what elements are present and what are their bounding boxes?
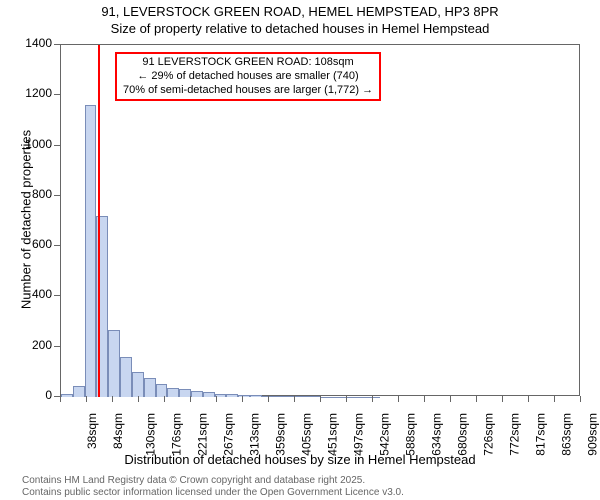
x-tick-mark	[294, 396, 295, 402]
x-tick-mark	[242, 396, 243, 402]
property-size-histogram: 91, LEVERSTOCK GREEN ROAD, HEMEL HEMPSTE…	[0, 0, 600, 500]
x-tick-mark	[164, 396, 165, 402]
histogram-bar	[61, 394, 73, 397]
callout-box: 91 LEVERSTOCK GREEN ROAD: 108sqm← 29% of…	[115, 52, 381, 101]
footer-copyright-2: Contains public sector information licen…	[22, 487, 404, 498]
x-tick-mark	[398, 396, 399, 402]
x-tick-label: 634sqm	[430, 413, 444, 456]
histogram-bar	[156, 384, 168, 397]
callout-line: ← 29% of detached houses are smaller (74…	[123, 70, 373, 84]
x-tick-label: 313sqm	[248, 413, 262, 456]
histogram-bar	[321, 397, 333, 398]
y-tick-mark	[54, 295, 60, 296]
x-tick-mark	[216, 396, 217, 402]
x-tick-mark	[580, 396, 581, 402]
x-tick-mark	[528, 396, 529, 402]
x-tick-mark	[502, 396, 503, 402]
y-tick-label: 1000	[12, 137, 52, 151]
y-tick-label: 400	[12, 287, 52, 301]
y-tick-mark	[54, 195, 60, 196]
x-tick-label: 772sqm	[508, 413, 522, 456]
y-tick-mark	[54, 44, 60, 45]
x-tick-mark	[60, 396, 61, 402]
histogram-bar	[356, 397, 368, 398]
histogram-bar	[144, 378, 156, 397]
x-tick-label: 726sqm	[482, 413, 496, 456]
footer-copyright-1: Contains HM Land Registry data © Crown c…	[22, 475, 365, 486]
x-tick-mark	[424, 396, 425, 402]
x-tick-label: 176sqm	[170, 413, 184, 456]
histogram-bar	[167, 388, 179, 397]
x-tick-mark	[476, 396, 477, 402]
y-tick-label: 1400	[12, 36, 52, 50]
x-tick-mark	[346, 396, 347, 402]
x-tick-mark	[268, 396, 269, 402]
x-tick-label: 817sqm	[534, 413, 548, 456]
x-tick-mark	[554, 396, 555, 402]
x-tick-label: 588sqm	[404, 413, 418, 456]
y-tick-mark	[54, 145, 60, 146]
y-tick-mark	[54, 94, 60, 95]
y-tick-label: 200	[12, 338, 52, 352]
x-tick-label: 38sqm	[85, 413, 99, 449]
callout-line: 70% of semi-detached houses are larger (…	[123, 84, 373, 98]
histogram-bar	[250, 395, 262, 397]
y-tick-mark	[54, 346, 60, 347]
highlight-line	[98, 45, 100, 397]
histogram-bar	[226, 394, 238, 397]
x-tick-label: 221sqm	[196, 413, 210, 456]
histogram-bar	[368, 397, 380, 398]
histogram-bar	[286, 396, 298, 397]
x-tick-mark	[112, 396, 113, 402]
x-tick-label: 680sqm	[456, 413, 470, 456]
x-tick-label: 909sqm	[586, 413, 600, 456]
x-tick-label: 84sqm	[111, 413, 125, 449]
y-tick-label: 1200	[12, 86, 52, 100]
histogram-bar	[73, 386, 85, 397]
x-tick-mark	[320, 396, 321, 402]
title-subtitle: Size of property relative to detached ho…	[0, 21, 600, 36]
x-tick-label: 542sqm	[378, 413, 392, 456]
histogram-bar	[120, 357, 132, 397]
x-tick-label: 451sqm	[326, 413, 340, 456]
x-tick-label: 497sqm	[352, 413, 366, 456]
y-tick-label: 800	[12, 187, 52, 201]
x-tick-label: 359sqm	[274, 413, 288, 456]
histogram-bar	[203, 392, 215, 397]
histogram-bar	[85, 105, 97, 397]
x-tick-mark	[372, 396, 373, 402]
callout-line: 91 LEVERSTOCK GREEN ROAD: 108sqm	[123, 56, 373, 70]
x-tick-mark	[86, 396, 87, 402]
y-tick-mark	[54, 245, 60, 246]
chart-title: 91, LEVERSTOCK GREEN ROAD, HEMEL HEMPSTE…	[0, 4, 600, 36]
histogram-bar	[297, 396, 309, 397]
histogram-bar	[274, 396, 286, 397]
x-tick-mark	[190, 396, 191, 402]
histogram-bar	[108, 330, 120, 397]
histogram-bar	[238, 395, 250, 397]
y-tick-label: 0	[12, 388, 52, 402]
x-tick-label: 130sqm	[144, 413, 158, 456]
title-address: 91, LEVERSTOCK GREEN ROAD, HEMEL HEMPSTE…	[0, 4, 600, 19]
histogram-bar	[132, 372, 144, 397]
x-tick-mark	[138, 396, 139, 402]
x-tick-mark	[450, 396, 451, 402]
histogram-bar	[191, 391, 203, 397]
x-tick-label: 405sqm	[300, 413, 314, 456]
x-tick-label: 863sqm	[560, 413, 574, 456]
histogram-bar	[333, 397, 345, 398]
y-tick-label: 600	[12, 237, 52, 251]
x-tick-label: 267sqm	[222, 413, 236, 456]
